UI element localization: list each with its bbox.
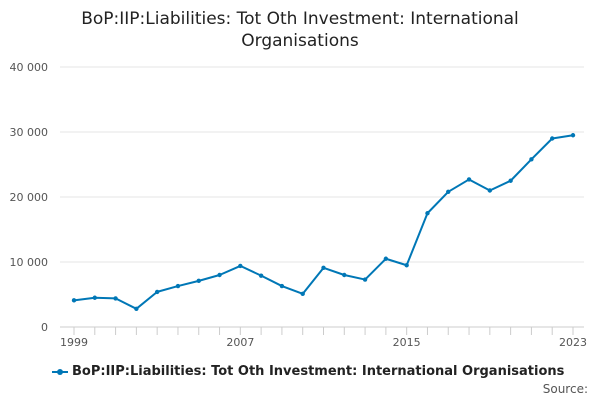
legend-label: BoP:IIP:Liabilities: Tot Oth Investment:…: [72, 364, 565, 379]
y-axis: 0 10 000 20 000 30 000 40 000: [10, 61, 49, 334]
data-point[interactable]: [92, 295, 97, 300]
data-point[interactable]: [279, 283, 285, 289]
gridlines: [60, 66, 584, 328]
data-point[interactable]: [446, 189, 451, 194]
x-tick-label: 2023: [559, 336, 587, 349]
data-point[interactable]: [175, 283, 181, 289]
data-point[interactable]: [404, 263, 409, 268]
y-tick-label: 40 000: [10, 61, 49, 74]
legend[interactable]: BoP:IIP:Liabilities: Tot Oth Investment:…: [52, 364, 564, 379]
data-point[interactable]: [466, 177, 472, 182]
data-point[interactable]: [321, 265, 326, 271]
data-point[interactable]: [550, 136, 555, 141]
x-tick-label: 2015: [393, 336, 421, 349]
y-tick-label: 10 000: [10, 256, 49, 269]
data-point[interactable]: [300, 291, 305, 297]
data-point[interactable]: [342, 272, 347, 278]
y-tick-label: 30 000: [10, 126, 49, 139]
series-line: [73, 134, 574, 310]
chart-title-text: BoP:IIP:Liabilities: Tot Oth Investment:…: [81, 9, 519, 51]
data-point[interactable]: [425, 211, 430, 216]
series-layer: [71, 133, 576, 311]
data-point[interactable]: [487, 188, 493, 193]
x-tick-label: 2007: [226, 336, 254, 349]
data-point[interactable]: [508, 178, 513, 183]
x-tick-label: 1999: [60, 336, 88, 349]
data-point[interactable]: [71, 298, 77, 303]
data-point[interactable]: [238, 263, 243, 269]
x-axis: 1999 2007 2015 2023: [60, 327, 587, 349]
chart-title: BoP:IIP:Liabilities: Tot Oth Investment:…: [0, 8, 600, 52]
data-point[interactable]: [154, 289, 160, 295]
data-point[interactable]: [113, 296, 118, 301]
data-point[interactable]: [362, 277, 368, 282]
data-point[interactable]: [134, 306, 139, 311]
data-point[interactable]: [529, 157, 534, 162]
y-tick-label: 20 000: [10, 191, 49, 204]
data-point[interactable]: [570, 133, 576, 138]
legend-line-marker-icon: [52, 367, 68, 377]
data-point[interactable]: [217, 272, 222, 278]
data-point[interactable]: [383, 256, 389, 261]
source-label: Source:: [542, 382, 588, 396]
data-point[interactable]: [196, 278, 201, 284]
data-point[interactable]: [258, 273, 264, 278]
y-tick-label: 0: [41, 321, 48, 334]
